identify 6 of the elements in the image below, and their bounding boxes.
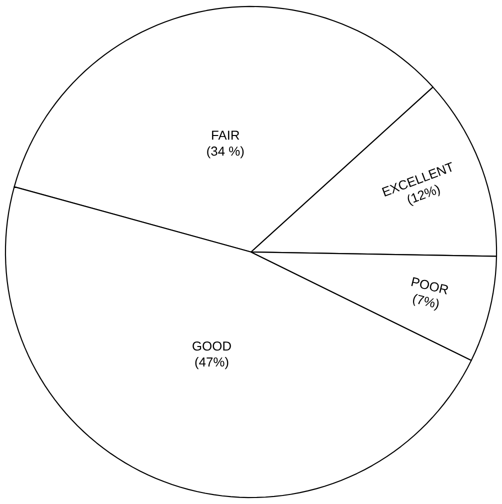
data-label: (34 %) [207, 146, 244, 158]
slice-label: FAIR [212, 130, 240, 140]
data-label: (7%) [412, 294, 439, 311]
slice-label: POOR [411, 277, 448, 294]
slice-label: GOOD [192, 341, 231, 351]
data-label: (47%) [195, 357, 228, 370]
